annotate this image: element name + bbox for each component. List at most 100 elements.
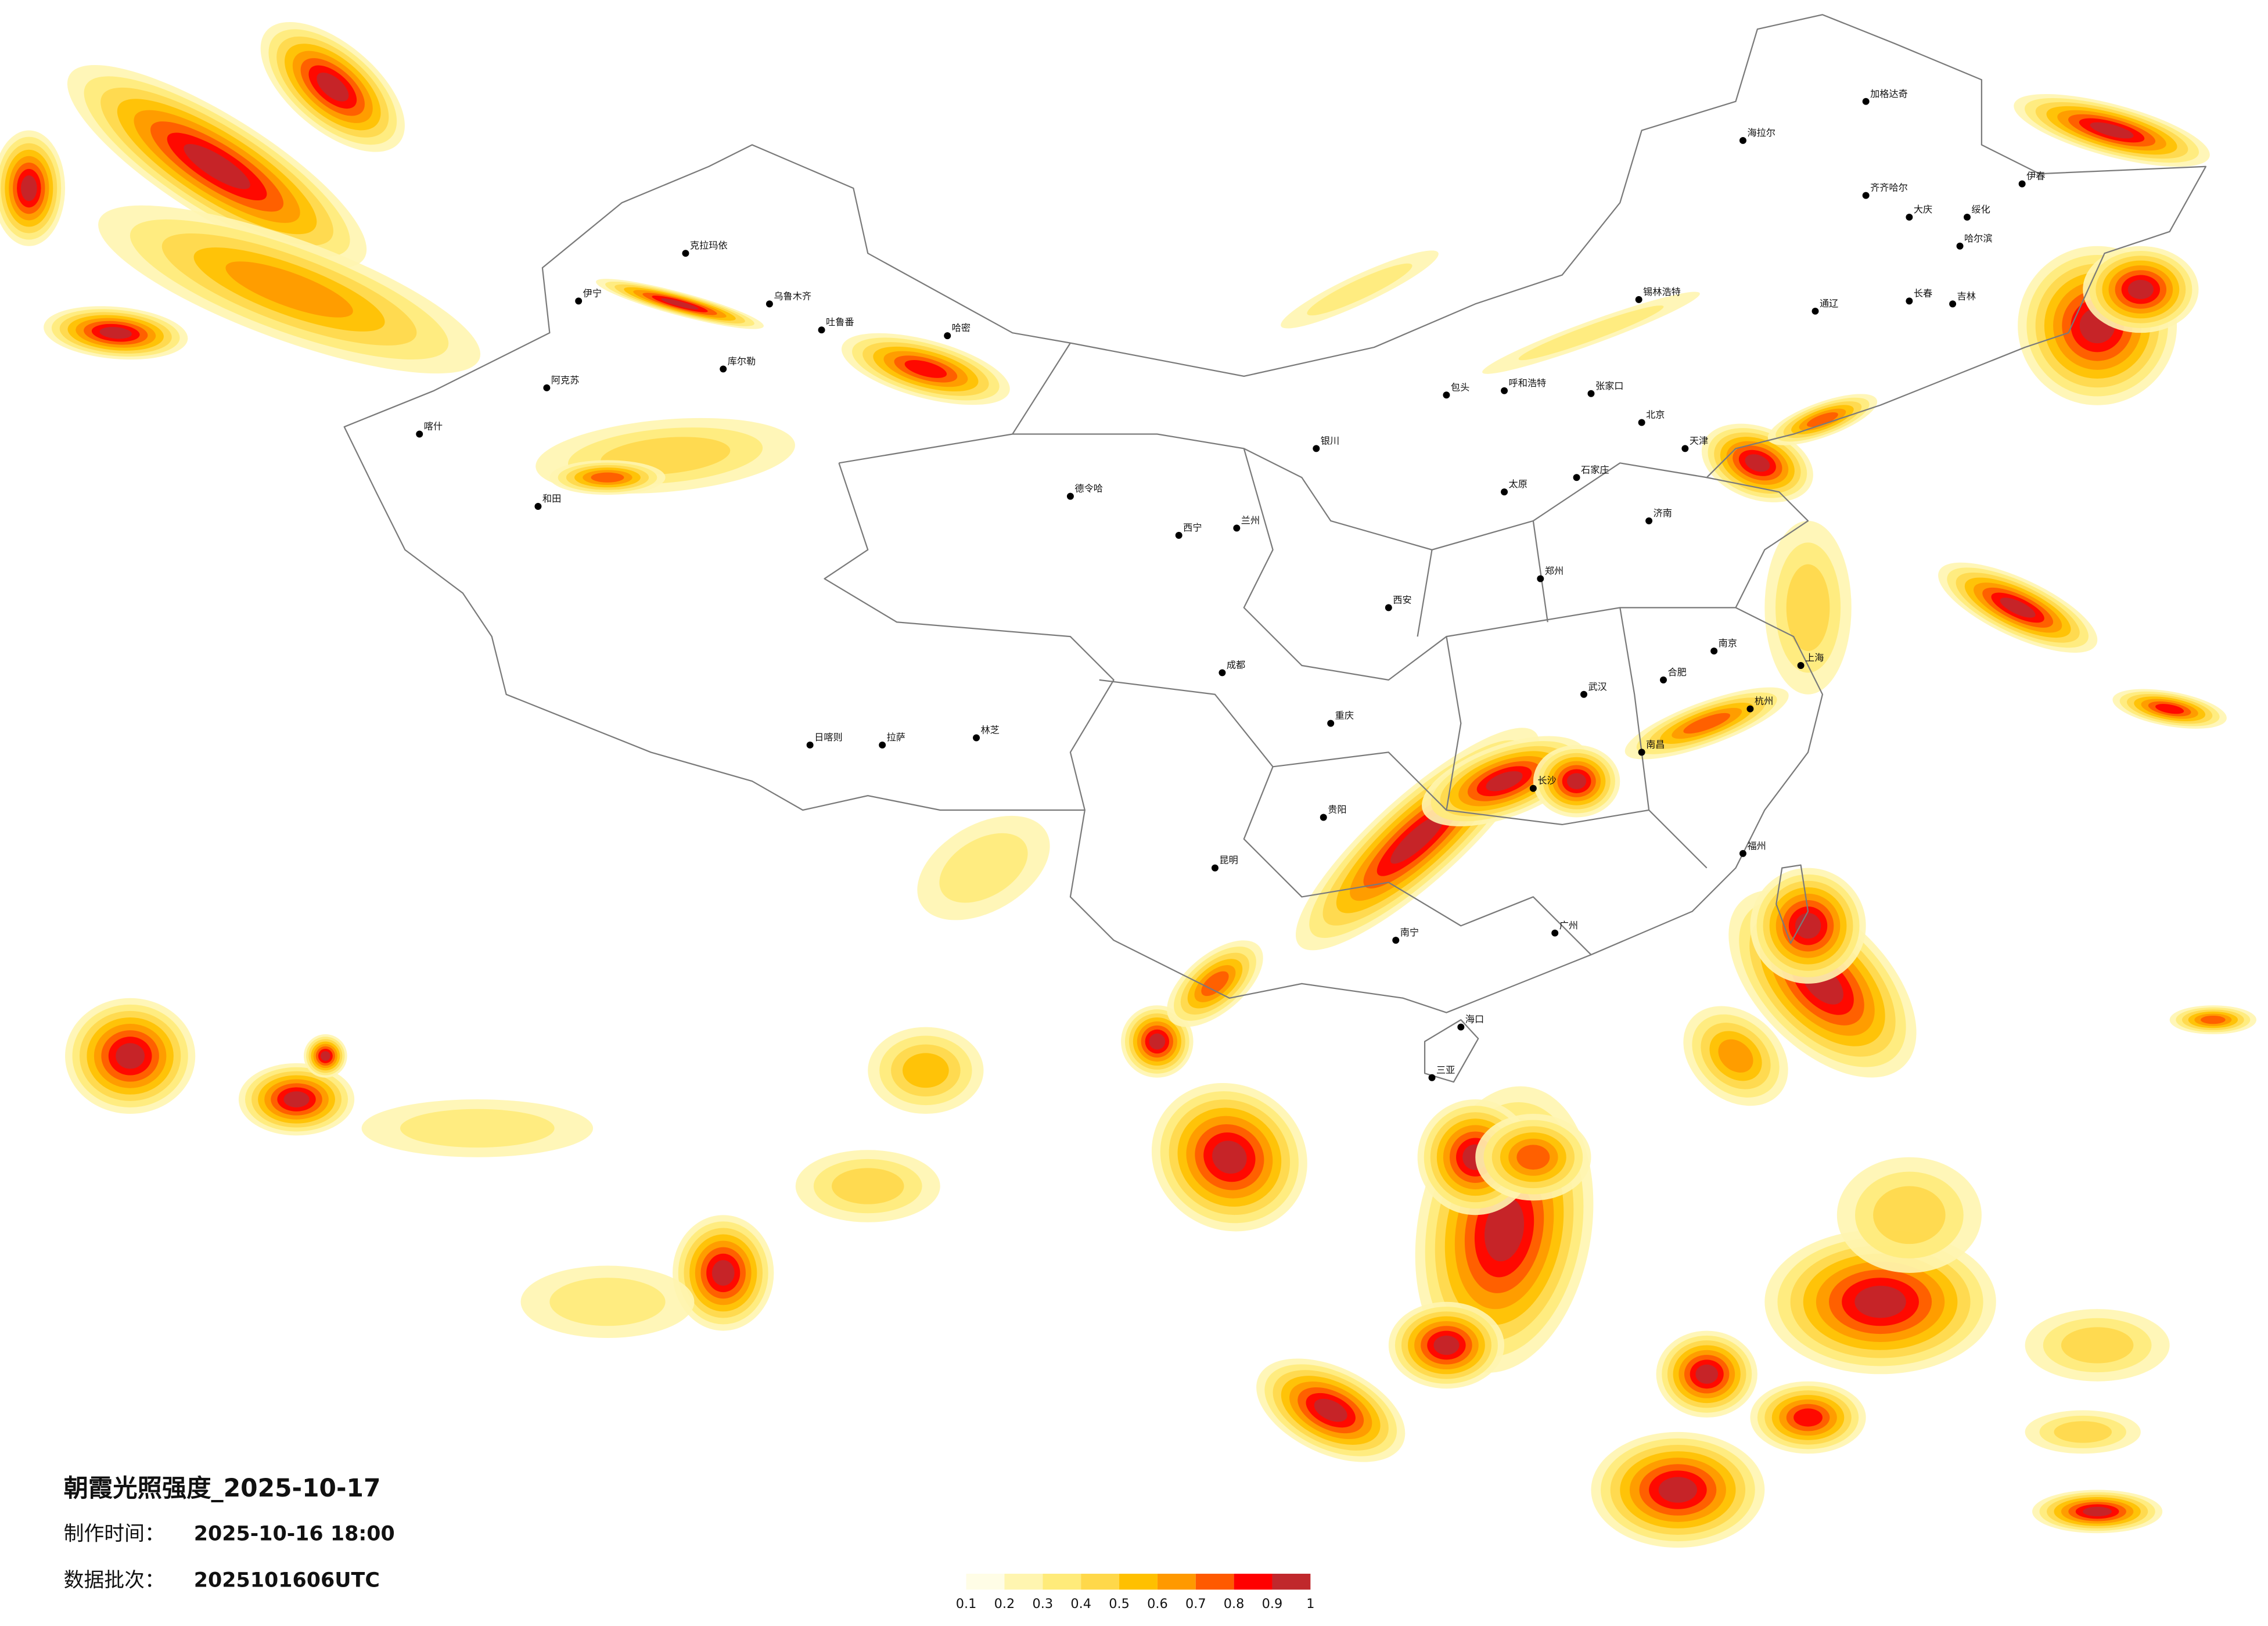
intensity-patch (2127, 279, 2154, 300)
city-dot (416, 430, 423, 438)
intensity-patch (2061, 1327, 2134, 1364)
colorbar-swatch (1157, 1573, 1196, 1590)
city-dot (1906, 297, 1913, 305)
city-label: 加格达奇 (1870, 88, 1908, 99)
colorbar-swatch (966, 1573, 1005, 1590)
intensity-patch (2155, 704, 2184, 714)
city-dot (1573, 474, 1580, 481)
info-value: 2025-10-16 18:00 (194, 1523, 395, 1546)
intensity-field (0, 21, 2257, 1548)
city-dot (1320, 814, 1327, 821)
city-label: 南昌 (1646, 739, 1665, 750)
city-label: 包头 (1451, 382, 1469, 393)
city-dot (1443, 391, 1450, 399)
intensity-patch (711, 1260, 735, 1286)
intensity-patch (99, 326, 132, 339)
colorbar-swatch (1081, 1573, 1120, 1590)
city-label: 哈密 (952, 322, 971, 333)
city-dot (973, 734, 980, 742)
city-label: 日喀则 (814, 732, 843, 743)
intensity-patch (1307, 263, 1412, 316)
intensity-patch (1683, 713, 1730, 734)
city-label: 西安 (1393, 594, 1411, 605)
city-dot (1906, 213, 1913, 221)
city-label: 福州 (1747, 840, 1766, 851)
city-label: 济南 (1654, 508, 1672, 519)
city-label: 和田 (542, 493, 561, 504)
city-label: 西宁 (1183, 522, 1202, 533)
city-dot (682, 250, 689, 257)
intensity-patch (1486, 771, 1523, 792)
intensity-patch (831, 1168, 904, 1204)
city-label: 南宁 (1400, 927, 1419, 938)
colorbar-tick-label: 0.4 (1070, 1596, 1091, 1611)
city-dot (1964, 213, 1971, 221)
city-label: 拉萨 (887, 732, 905, 743)
city-dot (1645, 517, 1653, 524)
city-label: 合肥 (1667, 667, 1686, 678)
colorbar-swatch (1043, 1573, 1081, 1590)
city-label: 长沙 (1537, 775, 1556, 786)
colorbar-swatch (1004, 1573, 1043, 1590)
city-dot (1956, 242, 1964, 250)
intensity-patch (225, 261, 353, 318)
city-dot (1580, 690, 1588, 698)
city-dot (1862, 98, 1870, 105)
city-label: 锡林浩特 (1643, 286, 1681, 297)
city-dot (1501, 488, 1508, 496)
city-label: 海口 (1465, 1014, 1484, 1025)
city-label: 银川 (1321, 435, 1339, 446)
city-dot (1638, 419, 1645, 426)
colorbar-swatch (1195, 1573, 1234, 1590)
colorbar-tick-label: 0.1 (956, 1596, 977, 1611)
city-label: 长春 (1914, 287, 1932, 298)
city-dot (1537, 575, 1544, 582)
city-dot (2018, 180, 2026, 188)
city-dot (1313, 445, 1320, 452)
city-dot (1681, 445, 1689, 452)
colorbar: 0.1 0.2 0.3 0.4 0.5 0.6 0.7 0.8 0.9 1 (956, 1573, 1314, 1611)
city-dot (1501, 387, 1508, 394)
city-label: 库尔勒 (728, 355, 756, 366)
intensity-patch (283, 1091, 310, 1107)
city-label: 克拉玛依 (690, 240, 728, 251)
intensity-patch (321, 1051, 330, 1061)
city-label: 北京 (1646, 409, 1665, 420)
city-dot (1392, 937, 1400, 944)
colorbar-tick-label: 0.2 (994, 1596, 1015, 1611)
city-label: 重庆 (1335, 710, 1354, 721)
city-label: 伊宁 (583, 287, 602, 298)
intensity-patch (2083, 1506, 2112, 1517)
info-label: 数据批次： (64, 1569, 165, 1592)
intensity-patch (1516, 1145, 1550, 1170)
colorbar-tick-label: 0.8 (1224, 1596, 1245, 1611)
city-dot (1175, 531, 1182, 539)
intensity-patch (2000, 598, 2036, 618)
city-label: 呼和浩特 (1509, 377, 1547, 388)
intensity-patch (939, 833, 1028, 903)
city-dot (1710, 647, 1718, 655)
intensity-patch (1854, 1286, 1906, 1318)
city-dot (1551, 929, 1559, 937)
colorbar-tick-label: 1 (1306, 1596, 1314, 1611)
city-label: 上海 (1805, 652, 1824, 663)
city-label: 吐鲁番 (826, 316, 854, 328)
city-label: 杭州 (1755, 696, 1773, 707)
city-dot (1219, 669, 1226, 677)
city-label: 石家庄 (1581, 464, 1609, 475)
intensity-patch (903, 1053, 949, 1088)
city-dot (1660, 676, 1667, 684)
city-dot (1811, 307, 1819, 315)
city-label: 郑州 (1545, 566, 1563, 577)
intensity-patch (2090, 122, 2134, 139)
city-label: 三亚 (1436, 1064, 1455, 1075)
intensity-patch (1433, 1335, 1460, 1355)
city-dot (765, 300, 773, 308)
city-dot (1739, 850, 1746, 857)
intensity-patch (2054, 1421, 2112, 1443)
intensity-patch (591, 472, 624, 483)
intensity-patch (116, 1043, 145, 1069)
intensity-patch (1795, 913, 1821, 939)
